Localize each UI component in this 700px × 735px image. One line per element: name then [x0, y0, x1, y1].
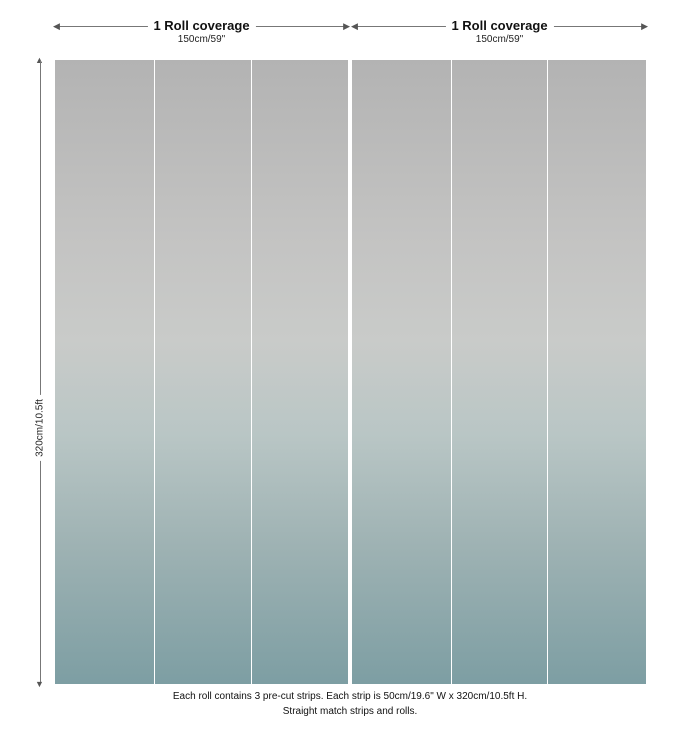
strip-divider	[251, 60, 252, 684]
roll-divider	[348, 60, 352, 684]
arrow-right-icon: ▶	[641, 21, 648, 31]
height-dimension: ▲ ▼ 320cm/10.5ft	[34, 55, 46, 689]
arrow-left-icon: ◀	[351, 21, 358, 31]
roll-1-dimension: ◀ ▶ 1 Roll coverage 150cm/59"	[53, 16, 350, 52]
arrow-left-icon: ◀	[53, 21, 60, 31]
dimension-line	[40, 60, 41, 684]
roll-1-coverage-title: 1 Roll coverage	[147, 18, 256, 34]
roll-2-coverage-title: 1 Roll coverage	[445, 18, 554, 34]
mural-preview	[55, 60, 646, 684]
arrow-down-icon: ▼	[35, 679, 44, 689]
roll-1-width-label: 150cm/59"	[177, 34, 226, 45]
roll-2-width-label: 150cm/59"	[475, 34, 524, 45]
strip-divider	[154, 60, 155, 684]
match-info-text: Straight match strips and rolls.	[282, 706, 418, 717]
arrow-up-icon: ▲	[35, 55, 44, 65]
strip-info-text: Each roll contains 3 pre-cut strips. Eac…	[172, 691, 528, 702]
strip-divider	[547, 60, 548, 684]
strip-divider	[451, 60, 452, 684]
height-label: 320cm/10.5ft	[34, 395, 46, 461]
arrow-right-icon: ▶	[343, 21, 350, 31]
roll-2-dimension: ◀ ▶ 1 Roll coverage 150cm/59"	[351, 16, 648, 52]
